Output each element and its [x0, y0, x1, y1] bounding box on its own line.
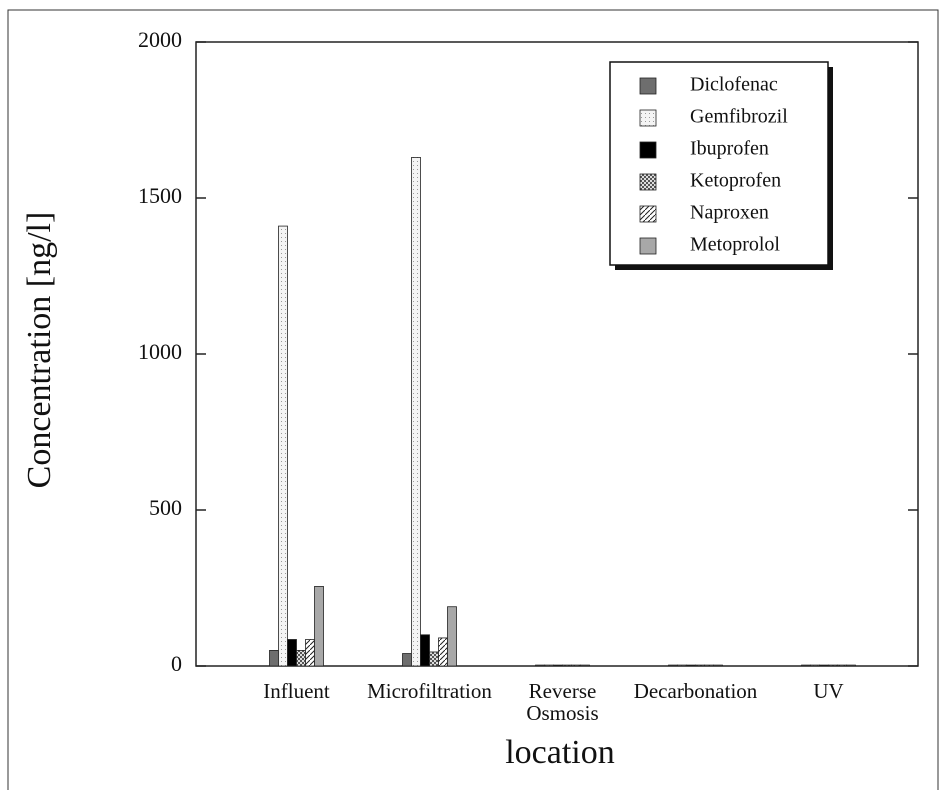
bar [420, 634, 430, 667]
bar [810, 664, 820, 667]
bar [314, 586, 324, 667]
legend-label: Diclofenac [690, 74, 778, 96]
bar [580, 664, 590, 667]
bar [562, 664, 572, 667]
y-tick-label: 1000 [138, 339, 182, 364]
bar [429, 651, 439, 667]
x-tick-label: Reverse Osmosis [526, 679, 599, 725]
bar [438, 637, 448, 667]
bar [296, 650, 306, 667]
legend [609, 61, 829, 266]
bar [411, 157, 421, 667]
legend-swatch [639, 109, 657, 127]
bar [713, 664, 723, 667]
x-tick-label: Decarbonation [633, 679, 758, 703]
legend-swatch [639, 77, 657, 95]
bar [287, 639, 297, 667]
bar [819, 664, 829, 667]
bar [305, 639, 315, 667]
bar [535, 664, 545, 667]
y-tick-label: 2000 [138, 27, 182, 52]
bar [278, 225, 288, 667]
x-tick-label: UV [813, 679, 844, 703]
bar [828, 664, 838, 667]
legend-label: Ibuprofen [690, 138, 769, 160]
bar [668, 664, 678, 667]
bar [544, 664, 554, 667]
bar [571, 664, 581, 667]
bar [837, 664, 847, 667]
y-tick-label: 500 [149, 495, 182, 520]
bar [402, 653, 412, 667]
legend-swatch [639, 141, 657, 159]
bar [704, 664, 714, 667]
x-tick-label: Microfiltration [367, 679, 492, 703]
legend-swatch [639, 173, 657, 191]
legend-label: Naproxen [690, 202, 769, 224]
y-tick-label: 1500 [138, 183, 182, 208]
legend-label: Metoprolol [690, 234, 780, 256]
bar [846, 664, 856, 667]
x-tick-label: Influent [263, 679, 330, 703]
legend-label: Gemfibrozil [690, 106, 788, 128]
bar [801, 664, 811, 667]
bar [553, 664, 563, 667]
bar [269, 650, 279, 667]
bar [686, 664, 696, 667]
bar [447, 606, 457, 667]
legend-label: Ketoprofen [690, 170, 781, 192]
y-tick-label: 0 [171, 651, 182, 676]
x-axis-label: location [505, 734, 615, 771]
legend-swatch [639, 237, 657, 255]
y-axis-label: Concentration [ng/l] [21, 212, 58, 489]
frame [7, 9, 939, 790]
bar [677, 664, 687, 667]
legend-swatch [639, 205, 657, 223]
bar [695, 664, 705, 667]
